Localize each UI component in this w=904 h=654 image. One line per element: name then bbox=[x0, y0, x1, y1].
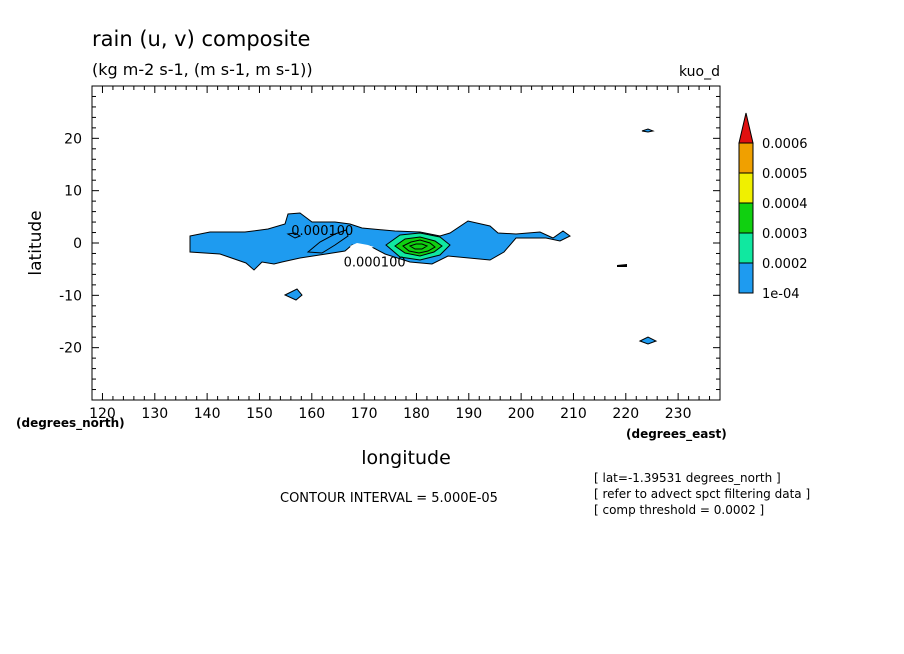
x-units-label: (degrees_east) bbox=[626, 427, 727, 442]
x-tick-label: 120 bbox=[89, 406, 116, 422]
y-units-label: (degrees_north) bbox=[16, 416, 125, 431]
colorbar-arrow bbox=[738, 112, 754, 144]
x-tick-label: 180 bbox=[403, 406, 430, 422]
colorbar-swatch bbox=[738, 172, 754, 204]
colorbar-label: 0.0003 bbox=[762, 227, 808, 242]
colorbar-label: 0.0006 bbox=[762, 137, 808, 152]
chart-subtitle: (kg m-2 s-1, (m s-1, m s-1)) bbox=[92, 60, 313, 79]
contour-label: 0.000100 bbox=[344, 255, 406, 270]
colorbar-label: 1e-04 bbox=[762, 287, 800, 302]
dataset-label: kuo_d bbox=[679, 64, 720, 80]
y-axis-title: latitude bbox=[26, 210, 46, 275]
x-tick-label: 230 bbox=[665, 406, 692, 422]
contour-label: 0.000100 bbox=[291, 224, 353, 239]
colorbar-label: 0.0002 bbox=[762, 257, 808, 272]
y-tick-label: -20 bbox=[59, 341, 82, 357]
y-tick-label: -10 bbox=[59, 288, 82, 304]
colorbar-swatch bbox=[738, 232, 754, 264]
contour-line-2 bbox=[286, 232, 302, 239]
colorbar-swatch bbox=[738, 262, 754, 294]
x-tick-label: 190 bbox=[455, 406, 482, 422]
note-filter: [ refer to advect spct filtering data ] bbox=[594, 487, 810, 501]
contour-interval: CONTOUR INTERVAL = 5.000E-05 bbox=[280, 491, 498, 506]
contour-line-1 bbox=[306, 229, 349, 254]
x-tick-label: 170 bbox=[351, 406, 378, 422]
x-tick-label: 140 bbox=[194, 406, 221, 422]
x-tick-label: 130 bbox=[141, 406, 168, 422]
note-lat: [ lat=-1.39531 degrees_north ] bbox=[594, 471, 781, 485]
x-tick-label: 200 bbox=[508, 406, 535, 422]
contour-labels: 0.000100 0.000100 bbox=[291, 224, 405, 270]
patch-sw bbox=[283, 288, 303, 301]
note-threshold: [ comp threshold = 0.0002 ] bbox=[594, 503, 764, 517]
core-ring-1 bbox=[402, 239, 436, 254]
colorbar-swatch bbox=[738, 142, 754, 174]
y-tick-label: 10 bbox=[64, 184, 82, 200]
core-level-3 bbox=[394, 236, 443, 257]
x-tick-labels: 120 130 140 150 160 170 180 190 200 210 220 230 bbox=[89, 406, 691, 422]
white-gap bbox=[350, 243, 374, 250]
x-tick-label: 150 bbox=[246, 406, 273, 422]
colorbar-label: 0.0005 bbox=[762, 167, 808, 182]
main-rain-band bbox=[189, 212, 571, 271]
y-tick-label: 0 bbox=[73, 236, 82, 252]
x-tick-label: 210 bbox=[560, 406, 587, 422]
x-axis-title: longitude bbox=[361, 447, 451, 469]
x-tick-label: 160 bbox=[298, 406, 325, 422]
colorbar-label: 0.0004 bbox=[762, 197, 808, 212]
chart-title: rain (u, v) composite bbox=[92, 27, 310, 51]
axis-ticks bbox=[91, 85, 721, 401]
contour-fills bbox=[189, 128, 658, 345]
colorbar-swatch bbox=[738, 202, 754, 234]
y-tick-labels: -20 -10 0 10 20 bbox=[59, 131, 82, 356]
colorbar: 1e-04 0.0002 0.0003 0.0004 0.0005 0.0006 bbox=[738, 112, 808, 302]
x-tick-label: 220 bbox=[612, 406, 639, 422]
y-tick-label: 20 bbox=[64, 131, 82, 147]
patch-e bbox=[617, 264, 627, 267]
patch-se bbox=[638, 336, 658, 345]
core-ring-2 bbox=[408, 243, 429, 250]
patch-ne bbox=[641, 128, 655, 133]
